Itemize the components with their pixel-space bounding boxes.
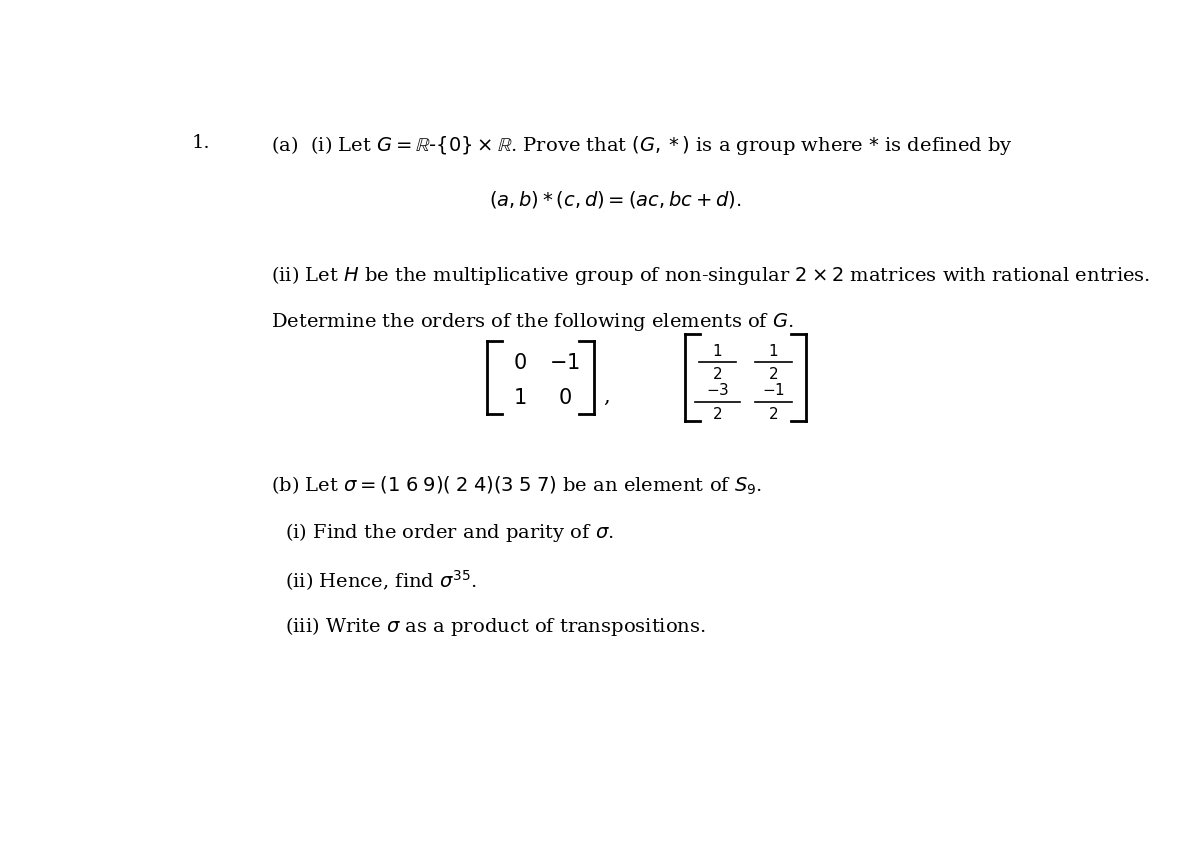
Text: ,: , [604,387,610,406]
Text: $(a, b) * (c, d) = (ac, bc + d).$: $(a, b) * (c, d) = (ac, bc + d).$ [488,190,742,211]
Text: $2$: $2$ [713,406,722,422]
Text: (ii) Hence, find $\sigma^{35}$.: (ii) Hence, find $\sigma^{35}$. [284,568,476,593]
Text: $2$: $2$ [713,366,722,381]
Text: (b) Let $\sigma = (1\;6\;9)(\;2\;4)(3\;5\;7)$ be an element of $S_9$.: (b) Let $\sigma = (1\;6\;9)(\;2\;4)(3\;5… [271,474,762,497]
Text: $1$: $1$ [712,343,722,359]
Text: $-1$: $-1$ [762,381,785,398]
Text: (i) Find the order and parity of $\sigma$.: (i) Find the order and parity of $\sigma… [284,521,613,544]
Text: 1.: 1. [192,134,210,152]
Text: (iii) Write $\sigma$ as a product of transpositions.: (iii) Write $\sigma$ as a product of tra… [284,615,706,638]
Text: $-3$: $-3$ [706,381,728,398]
Text: (a)  (i) Let $G = \mathbb{R}\text{-}\{0\} \times \mathbb{R}$. Prove that $(G, *): (a) (i) Let $G = \mathbb{R}\text{-}\{0\}… [271,134,1013,157]
Text: Determine the orders of the following elements of $G$.: Determine the orders of the following el… [271,311,793,333]
Text: $0$: $0$ [558,388,571,407]
Text: $2$: $2$ [768,366,778,381]
Text: (ii) Let $H$ be the multiplicative group of non-singular $2 \times 2$ matrices w: (ii) Let $H$ be the multiplicative group… [271,264,1151,287]
Text: $2$: $2$ [768,406,778,422]
Text: $1$: $1$ [514,388,527,407]
Text: $0$: $0$ [514,353,527,373]
Text: $1$: $1$ [768,343,779,359]
Text: $-1$: $-1$ [550,353,581,373]
